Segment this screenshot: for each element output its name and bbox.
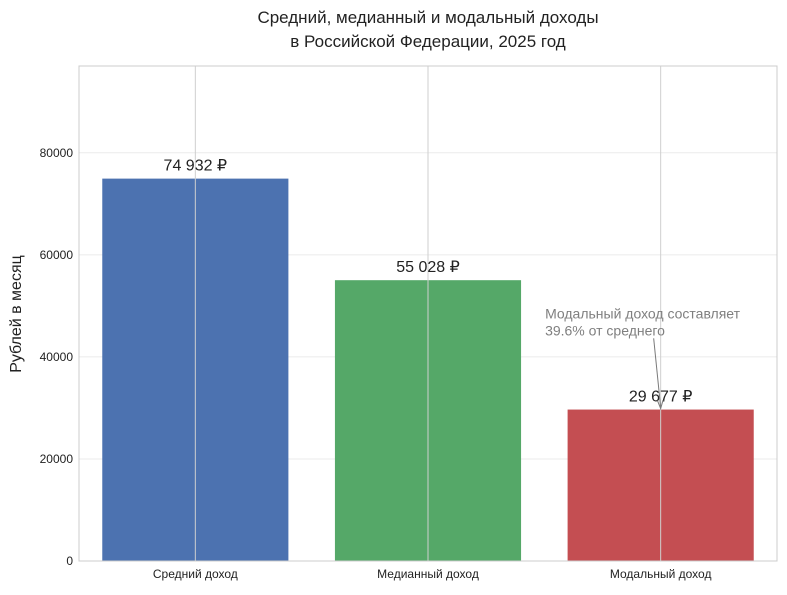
y-tick-label: 80000 (40, 146, 74, 160)
y-axis-label: Рублей в месяц (8, 255, 25, 373)
x-tick-label: Модальный доход (610, 567, 712, 581)
chart-title-line-2: в Российской Федерации, 2025 год (290, 32, 566, 51)
value-labels-layer: 74 932 ₽ 55 028 ₽ 29 677 ₽ (164, 158, 693, 406)
x-tick-label: Средний доход (153, 567, 238, 581)
chart-title-line-1: Средний, медианный и модальный доходы (257, 8, 598, 27)
annotation-arrow-head (657, 399, 664, 411)
x-tick-label: Медианный доход (377, 567, 479, 581)
plot-border (78, 65, 778, 562)
value-label-3: 29 677 ₽ (629, 389, 693, 406)
annotation-arrow-line (653, 338, 662, 408)
plot-frame (78, 65, 778, 562)
annotation-text-line: 39.6% от среднего (545, 322, 665, 338)
y-tick-label: 60000 (40, 248, 74, 262)
y-tick-label: 0 (66, 554, 73, 568)
y-tick-label: 20000 (40, 452, 74, 466)
annotation-text-line: Модальный доход составляет (545, 305, 741, 321)
ticks-layer: 0 20000 40000 60000 80000 Средний доход Медиан… (40, 146, 712, 581)
value-label-2: 55 028 ₽ (396, 259, 460, 276)
y-tick-label: 40000 (40, 350, 74, 364)
value-label-1: 74 932 ₽ (164, 158, 228, 175)
